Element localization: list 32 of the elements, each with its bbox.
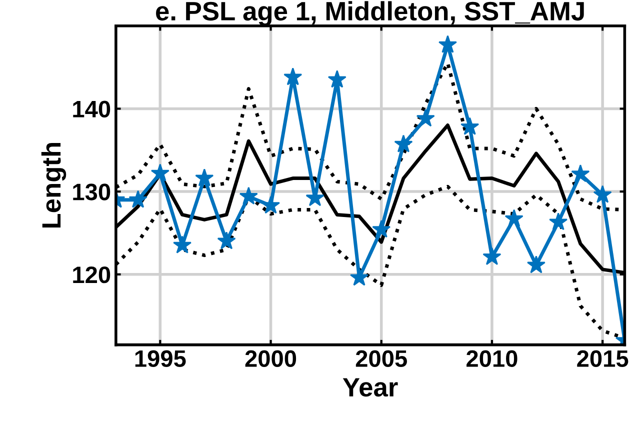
point <box>217 232 236 250</box>
point <box>173 236 192 254</box>
x-tick-label: 1995 <box>135 350 186 368</box>
point <box>239 186 258 205</box>
x-tick-label: 2010 <box>466 350 518 368</box>
y-tick-label: 140 <box>73 100 110 118</box>
point <box>438 35 457 53</box>
point <box>128 190 148 208</box>
point <box>350 268 369 286</box>
point <box>416 108 435 127</box>
point <box>372 220 391 238</box>
point <box>150 164 170 182</box>
y-tick-label: 130 <box>73 184 110 200</box>
chart-title: e. PSL age 1, Middleton, SST_AMJ <box>156 1 584 26</box>
point <box>195 168 214 186</box>
point <box>460 117 480 135</box>
point <box>504 209 524 227</box>
point <box>482 247 502 265</box>
point <box>394 134 413 152</box>
point <box>328 70 346 88</box>
y-axis-title: Length <box>41 142 66 228</box>
x-tick-label: 2000 <box>245 350 296 368</box>
point <box>593 185 612 203</box>
x-tick-label: 2005 <box>356 350 407 368</box>
x-tick-label: 2015 <box>577 350 628 368</box>
point <box>571 164 590 182</box>
point <box>526 256 546 274</box>
x-axis-title: Year <box>342 378 398 397</box>
point <box>261 196 280 214</box>
y-tick-label: 120 <box>73 266 110 284</box>
point <box>284 68 302 86</box>
point <box>549 212 568 230</box>
